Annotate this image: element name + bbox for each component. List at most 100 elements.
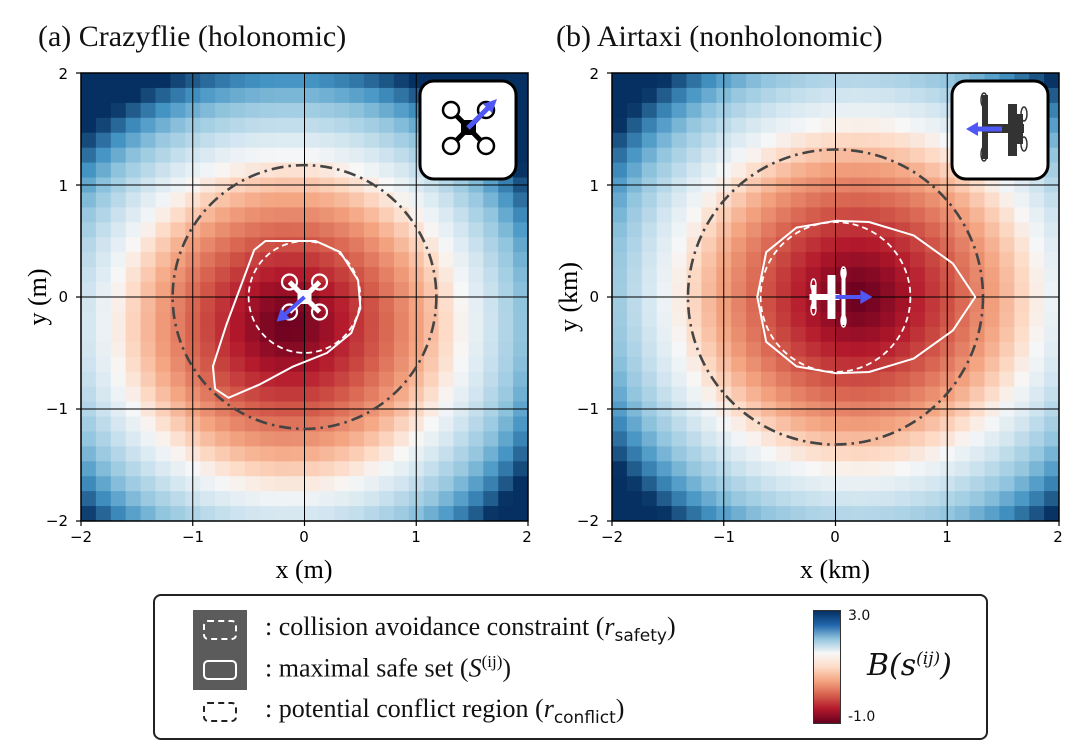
heatmap-cell (910, 222, 926, 238)
heatmap-cell (805, 117, 822, 134)
heatmap-cell (438, 237, 455, 253)
heatmap-cell (423, 237, 440, 253)
heatmap-cell (746, 267, 762, 283)
heatmap-cell (259, 297, 276, 313)
heatmap-cell (423, 371, 440, 388)
panel-a-frame (80, 72, 529, 522)
heatmap-cell (513, 237, 528, 253)
heatmap-cell (790, 117, 807, 134)
heatmap-cell (686, 341, 702, 358)
heatmap-cell (274, 326, 291, 343)
heatmap-cell (671, 117, 688, 134)
heatmap-cell (835, 506, 851, 521)
heatmap-cell (701, 311, 717, 328)
heatmap-cell (379, 147, 395, 164)
heatmap-cell (393, 416, 410, 432)
heatmap-cell (671, 371, 688, 388)
heatmap-cell (334, 446, 350, 462)
heatmap-cell (1014, 431, 1030, 447)
heatmap-cell (200, 117, 216, 134)
heatmap-cell (289, 461, 306, 477)
y-tick-label: 1 (589, 177, 599, 195)
heatmap-cell (686, 371, 702, 388)
heatmap-cell (805, 162, 822, 179)
heatmap-cell (95, 147, 112, 164)
heatmap-cell (468, 431, 484, 447)
airtaxi-icon (950, 79, 1050, 181)
heatmap-cell (731, 356, 747, 373)
heatmap-cell (865, 341, 881, 358)
heatmap-cell (393, 446, 410, 462)
heatmap-cell (289, 87, 306, 104)
heatmap-cell (686, 147, 702, 164)
y-tick-label: 0 (58, 288, 68, 306)
heatmap-cell (612, 252, 628, 268)
heatmap-cell (1044, 237, 1059, 253)
heatmap-cell (805, 371, 822, 388)
heatmap-cell (910, 162, 926, 179)
heatmap-cell (746, 371, 762, 388)
heatmap-cell (200, 326, 216, 343)
heatmap-cell (850, 73, 866, 89)
heatmap-cell (453, 252, 469, 268)
heatmap-cell (880, 117, 896, 134)
heatmap-cell (334, 416, 350, 432)
heatmap-cell (274, 87, 291, 104)
heatmap-cell (850, 506, 866, 521)
heatmap-cell (701, 476, 717, 492)
heatmap-cell (244, 87, 261, 104)
x-tick-label: 2 (522, 528, 532, 546)
heatmap-cell (125, 207, 142, 223)
heatmap-cell (453, 311, 469, 328)
heatmap-cell (865, 102, 881, 119)
heatmap-cell (349, 252, 365, 268)
heatmap-cell (125, 371, 142, 388)
y-tick-label: −1 (46, 400, 68, 418)
heatmap-cell (230, 431, 246, 447)
heatmap-cell (289, 222, 306, 238)
heatmap-cell (671, 491, 688, 507)
heatmap-cell (319, 461, 335, 477)
heatmap-cell (671, 311, 688, 328)
heatmap-cell (1029, 237, 1045, 253)
heatmap-cell (790, 461, 807, 477)
heatmap-cell (1014, 356, 1030, 373)
heatmap-cell (319, 297, 335, 313)
heatmap-cell (805, 506, 822, 521)
heatmap-cell (626, 476, 643, 492)
heatmap-cell (790, 162, 807, 179)
heatmap-cell (274, 461, 291, 477)
heatmap-cell (230, 297, 246, 313)
heatmap-cell (910, 371, 926, 388)
heatmap-cell (775, 491, 792, 507)
heatmap-cell (820, 446, 837, 462)
heatmap-cell (984, 326, 1000, 343)
heatmap-cell (200, 341, 216, 358)
heatmap-cell (731, 416, 747, 432)
heatmap-cell (483, 282, 499, 298)
heatmap-cell (379, 132, 395, 149)
heatmap-cell (701, 162, 717, 179)
heatmap-cell (393, 297, 410, 313)
heatmap-cell (1029, 491, 1045, 507)
heatmap-cell (304, 431, 320, 447)
heatmap-cell (334, 147, 350, 164)
heatmap-cell (656, 416, 673, 432)
heatmap-cell (453, 446, 469, 462)
heatmap-cell (954, 192, 971, 208)
heatmap-cell (304, 252, 320, 268)
heatmap-cell (349, 132, 365, 149)
heatmap-cell (259, 461, 276, 477)
heatmap-cell (805, 102, 822, 119)
heatmap-cell (200, 162, 216, 179)
heatmap-cell (1029, 297, 1045, 313)
heatmap-cell (612, 416, 628, 432)
heatmap-cell (969, 461, 986, 477)
heatmap-cell (274, 102, 291, 119)
heatmap-cell (453, 326, 469, 343)
heatmap-cell (850, 446, 866, 462)
heatmap-cell (984, 282, 1000, 298)
heatmap-cell (230, 356, 246, 373)
heatmap-cell (1014, 386, 1030, 403)
heatmap-cell (999, 371, 1015, 388)
